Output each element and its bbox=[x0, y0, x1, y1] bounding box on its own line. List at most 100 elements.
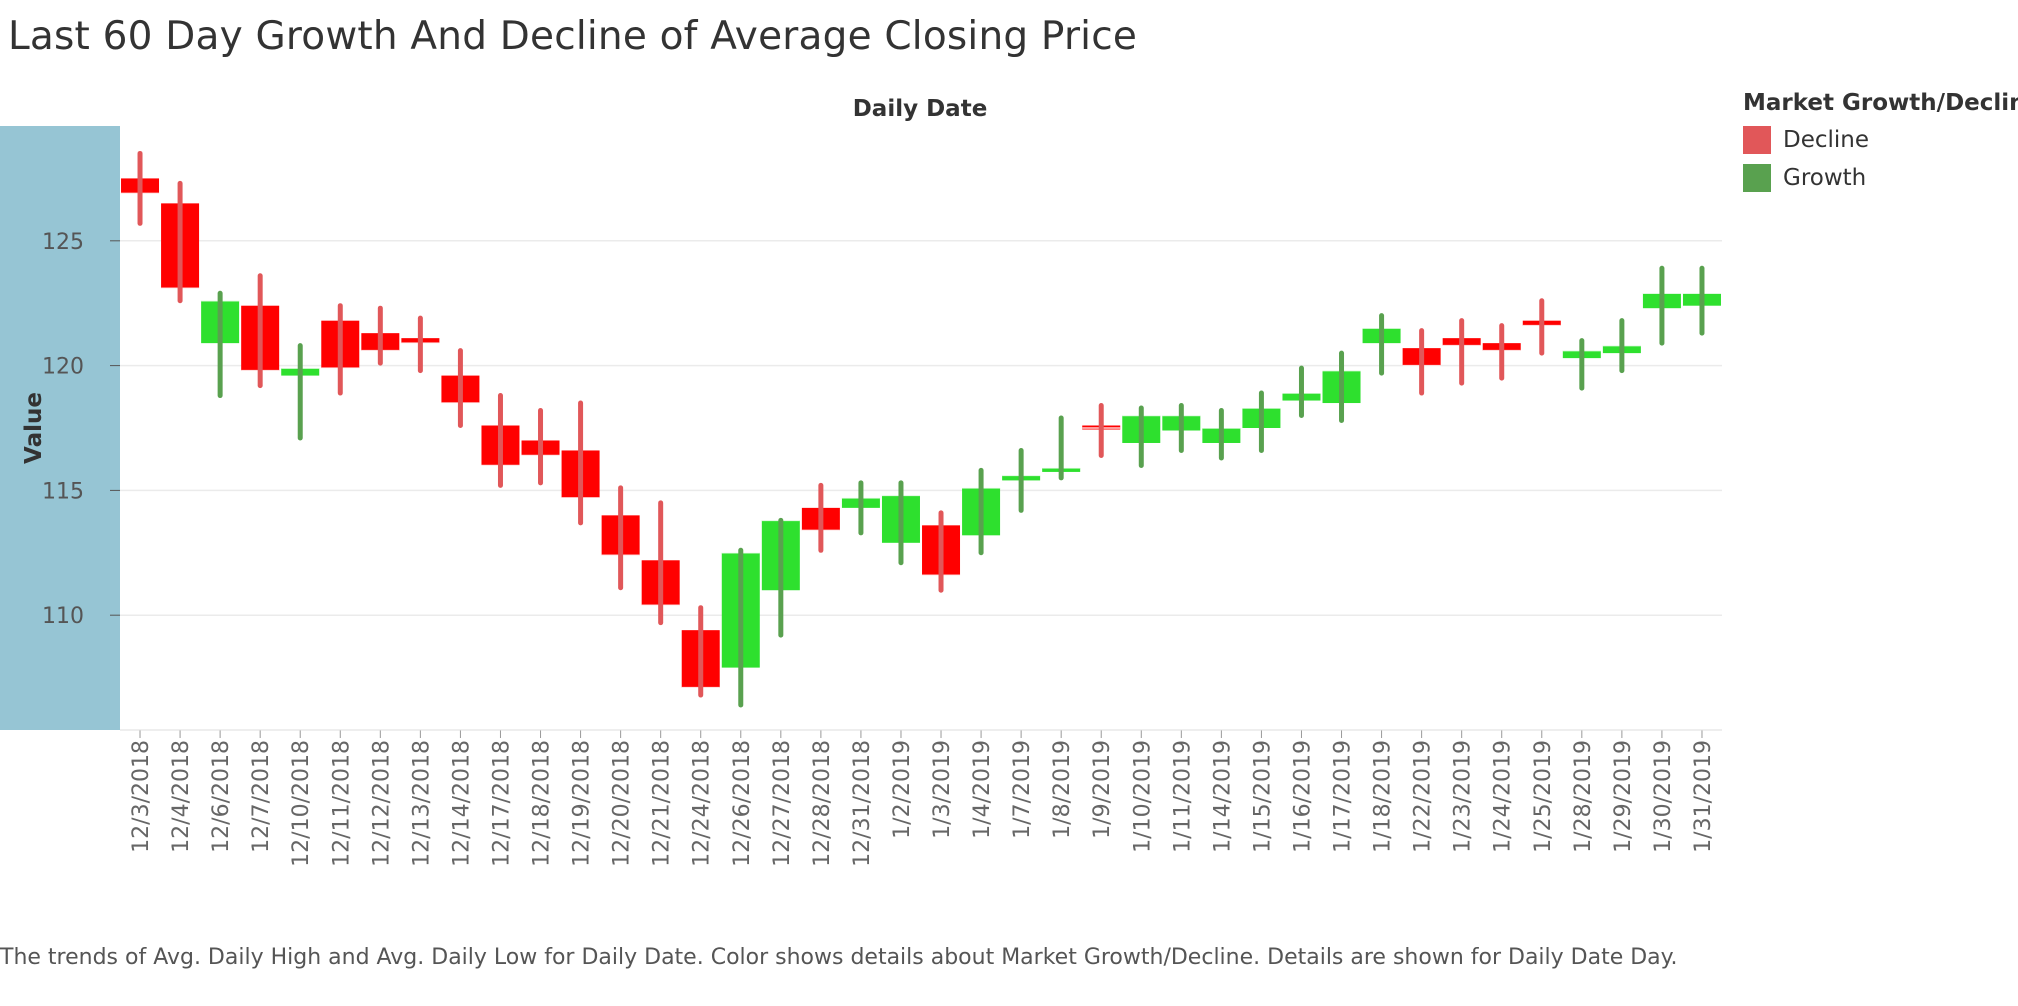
candle-12/28/2018 bbox=[801, 482, 840, 553]
candle-12/13/2018 bbox=[401, 315, 440, 374]
x-tick-label-12/13/2018: 12/13/2018 bbox=[409, 740, 434, 867]
candle-1/24/2019 bbox=[1482, 323, 1521, 381]
x-tick-label-1/14/2019: 1/14/2019 bbox=[1210, 740, 1235, 853]
legend-swatch-growth bbox=[1743, 164, 1771, 192]
candle-1/16/2019 bbox=[1282, 365, 1321, 419]
x-tick-label-12/12/2018: 12/12/2018 bbox=[369, 740, 394, 867]
candle-1/11/2019 bbox=[1162, 403, 1201, 453]
candle-1/2/2019 bbox=[881, 480, 920, 566]
x-tick-label-1/15/2019: 1/15/2019 bbox=[1250, 740, 1275, 853]
x-tick-label-12/21/2018: 12/21/2018 bbox=[650, 740, 675, 867]
candle-12/7/2018 bbox=[241, 273, 280, 389]
candle-1/18/2019 bbox=[1362, 313, 1401, 376]
legend-item-decline[interactable]: Decline bbox=[1743, 126, 2013, 154]
candle-12/3/2018 bbox=[121, 150, 160, 226]
x-tick-label-12/4/2018: 12/4/2018 bbox=[169, 740, 194, 853]
candle-1/22/2019 bbox=[1402, 328, 1441, 396]
candle-12/26/2018 bbox=[721, 547, 760, 708]
chart-title: Last 60 Day Growth And Decline of Averag… bbox=[8, 14, 1138, 59]
candle-1/17/2019 bbox=[1322, 350, 1361, 424]
y-tick-label-115: 115 bbox=[42, 479, 84, 504]
x-tick-labels: 12/3/2018 12/4/2018 12/6/2018 12/7/2018 12/1… bbox=[120, 729, 1722, 867]
candle-12/4/2018 bbox=[161, 180, 200, 304]
candle-12/27/2018 bbox=[761, 517, 800, 638]
candle-1/31/2019 bbox=[1682, 265, 1721, 336]
candle-12/19/2018 bbox=[561, 400, 600, 526]
x-tick-label-12/28/2018: 12/28/2018 bbox=[810, 740, 835, 867]
caption: The trends of Avg. Daily High and Avg. D… bbox=[0, 945, 1678, 970]
candles bbox=[121, 150, 1721, 708]
x-tick-label-1/10/2019: 1/10/2019 bbox=[1130, 740, 1155, 853]
x-tick-label-1/29/2019: 1/29/2019 bbox=[1611, 740, 1636, 853]
x-tick-label-1/7/2019: 1/7/2019 bbox=[1010, 740, 1035, 839]
x-tick-label-12/17/2018: 12/17/2018 bbox=[489, 740, 514, 867]
candle-12/18/2018 bbox=[521, 408, 560, 486]
x-tick-label-1/22/2019: 1/22/2019 bbox=[1411, 740, 1436, 853]
candle-12/21/2018 bbox=[641, 500, 680, 626]
x-tick-label-1/2/2019: 1/2/2019 bbox=[890, 740, 915, 839]
x-axis-title: Daily Date bbox=[853, 96, 988, 122]
x-tick-label-12/19/2018: 12/19/2018 bbox=[570, 740, 595, 867]
x-tick-label-12/27/2018: 12/27/2018 bbox=[770, 740, 795, 867]
y-tick-label-125: 125 bbox=[42, 230, 84, 255]
y-tick-labels: 110 115 120 125 bbox=[42, 230, 84, 629]
candle-1/23/2019 bbox=[1442, 318, 1481, 386]
legend-label-growth: Growth bbox=[1783, 165, 1867, 191]
x-tick-label-1/25/2019: 1/25/2019 bbox=[1531, 740, 1556, 853]
x-tick-label-1/4/2019: 1/4/2019 bbox=[970, 740, 995, 839]
legend-label-decline: Decline bbox=[1783, 127, 1870, 153]
x-tick-label-1/3/2019: 1/3/2019 bbox=[930, 740, 955, 839]
gridlines bbox=[110, 240, 1722, 616]
candle-12/11/2018 bbox=[321, 303, 360, 396]
y-axis-title: Value bbox=[21, 392, 47, 464]
candle-1/3/2019 bbox=[922, 510, 961, 593]
x-tick-label-1/30/2019: 1/30/2019 bbox=[1651, 740, 1676, 853]
x-tick-label-12/20/2018: 12/20/2018 bbox=[610, 740, 635, 867]
candle-1/29/2019 bbox=[1602, 318, 1641, 374]
x-tick-label-1/17/2019: 1/17/2019 bbox=[1331, 740, 1356, 853]
candle-12/10/2018 bbox=[281, 343, 320, 441]
x-tick-label-1/18/2019: 1/18/2019 bbox=[1371, 740, 1396, 853]
legend: Market Growth/Decline Decline Growth bbox=[1743, 90, 2018, 192]
x-tick-label-12/18/2018: 12/18/2018 bbox=[530, 740, 555, 867]
x-tick-label-1/16/2019: 1/16/2019 bbox=[1290, 740, 1315, 853]
x-tick-label-12/6/2018: 12/6/2018 bbox=[209, 740, 234, 853]
candle-1/7/2019 bbox=[1002, 447, 1041, 513]
x-tick-label-1/24/2019: 1/24/2019 bbox=[1491, 740, 1516, 853]
x-tick-label-12/31/2018: 12/31/2018 bbox=[850, 740, 875, 867]
candle-1/14/2019 bbox=[1202, 408, 1241, 461]
y-tick-label-120: 120 bbox=[42, 355, 84, 380]
x-tick-label-12/3/2018: 12/3/2018 bbox=[129, 740, 154, 853]
x-tick-label-1/31/2019: 1/31/2019 bbox=[1691, 740, 1716, 853]
x-tick-label-12/14/2018: 12/14/2018 bbox=[449, 740, 474, 867]
candle-12/17/2018 bbox=[481, 393, 520, 488]
candle-1/9/2019 bbox=[1082, 403, 1121, 458]
legend-title: Market Growth/Decline bbox=[1743, 90, 2018, 116]
x-tick-label-1/9/2019: 1/9/2019 bbox=[1090, 740, 1115, 839]
x-tick-label-1/28/2019: 1/28/2019 bbox=[1571, 740, 1596, 853]
x-tick-label-1/23/2019: 1/23/2019 bbox=[1451, 740, 1476, 853]
y-tick-label-110: 110 bbox=[42, 604, 84, 629]
candle-12/12/2018 bbox=[361, 305, 400, 366]
x-tick-label-1/8/2019: 1/8/2019 bbox=[1050, 740, 1075, 839]
x-tick-label-12/24/2018: 12/24/2018 bbox=[690, 740, 715, 867]
candle-1/28/2019 bbox=[1562, 338, 1601, 391]
y-axis-band bbox=[0, 126, 120, 730]
candle-1/30/2019 bbox=[1642, 265, 1681, 346]
legend-item-growth[interactable]: Growth bbox=[1743, 164, 2013, 192]
candle-12/24/2018 bbox=[681, 605, 720, 698]
candle-12/14/2018 bbox=[441, 348, 480, 429]
candle-1/15/2019 bbox=[1242, 390, 1281, 453]
candle-12/20/2018 bbox=[601, 485, 640, 591]
x-tick-label-12/10/2018: 12/10/2018 bbox=[289, 740, 314, 867]
x-tick-label-12/7/2018: 12/7/2018 bbox=[249, 740, 274, 853]
candle-1/10/2019 bbox=[1122, 405, 1161, 468]
candle-12/31/2018 bbox=[841, 480, 880, 536]
x-tick-label-12/11/2018: 12/11/2018 bbox=[329, 740, 354, 867]
legend-swatch-decline bbox=[1743, 126, 1771, 154]
candle-12/6/2018 bbox=[201, 290, 240, 399]
x-tick-label-12/26/2018: 12/26/2018 bbox=[730, 740, 755, 867]
candle-1/4/2019 bbox=[962, 467, 1001, 556]
candle-1/25/2019 bbox=[1522, 298, 1561, 356]
